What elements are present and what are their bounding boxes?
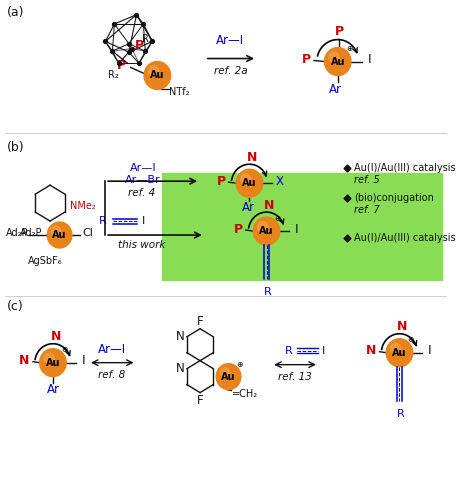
Circle shape xyxy=(386,339,413,367)
Text: I: I xyxy=(321,346,325,356)
Text: ref. 8: ref. 8 xyxy=(98,370,126,380)
Text: ⊕: ⊕ xyxy=(346,44,352,53)
Text: Au(I)/Au(III) catalysis: Au(I)/Au(III) catalysis xyxy=(354,163,456,173)
Text: Au: Au xyxy=(259,226,274,236)
Text: P: P xyxy=(234,222,243,236)
Text: ref. 13: ref. 13 xyxy=(278,372,312,382)
Text: N: N xyxy=(51,330,61,343)
Text: Ad₂P: Ad₂P xyxy=(20,228,42,238)
Circle shape xyxy=(47,222,72,248)
Text: R₂: R₂ xyxy=(108,70,119,80)
Text: (c): (c) xyxy=(6,300,23,313)
Text: Ad₂P: Ad₂P xyxy=(6,228,29,238)
Text: this work: this work xyxy=(118,240,165,250)
Text: R: R xyxy=(397,409,404,419)
Text: I: I xyxy=(82,354,85,367)
Text: (bio)conjugation: (bio)conjugation xyxy=(354,193,434,203)
Text: Ar—Br: Ar—Br xyxy=(125,175,161,185)
Text: Cl: Cl xyxy=(82,228,93,238)
Circle shape xyxy=(51,226,61,236)
Text: Au: Au xyxy=(392,348,407,358)
Text: =CH₂: =CH₂ xyxy=(232,388,258,398)
Text: P: P xyxy=(302,53,311,66)
Text: P: P xyxy=(217,175,226,188)
Circle shape xyxy=(329,52,339,63)
Text: Ar: Ar xyxy=(329,83,342,96)
Text: P: P xyxy=(335,25,344,38)
Text: Ar—I: Ar—I xyxy=(217,34,245,46)
Circle shape xyxy=(236,169,263,197)
Circle shape xyxy=(148,66,159,76)
Text: F: F xyxy=(197,394,203,407)
Text: ref. 5: ref. 5 xyxy=(354,175,380,185)
Text: R: R xyxy=(264,287,271,297)
Text: R: R xyxy=(99,216,107,226)
Text: P: P xyxy=(135,38,144,52)
Text: Au: Au xyxy=(52,230,67,240)
Text: Au(I)/Au(III) catalysis: Au(I)/Au(III) catalysis xyxy=(354,233,456,243)
Text: (a): (a) xyxy=(6,6,24,19)
Text: R₂: R₂ xyxy=(142,34,153,44)
Text: ⊕: ⊕ xyxy=(408,335,414,344)
Text: N: N xyxy=(366,344,376,357)
Text: R: R xyxy=(285,346,293,356)
Circle shape xyxy=(253,217,280,245)
Text: Ar: Ar xyxy=(46,383,59,396)
Circle shape xyxy=(241,174,251,184)
Text: ref. 2a: ref. 2a xyxy=(214,67,247,76)
Text: I: I xyxy=(428,344,432,357)
Text: N: N xyxy=(176,330,185,343)
Circle shape xyxy=(144,62,171,89)
Text: F: F xyxy=(197,316,203,328)
Text: Au: Au xyxy=(242,178,257,188)
Text: NMe₂: NMe₂ xyxy=(70,201,95,211)
Text: I: I xyxy=(368,53,372,66)
Text: NTf₂: NTf₂ xyxy=(169,87,189,98)
Text: Au: Au xyxy=(150,70,164,80)
Text: Ar—I: Ar—I xyxy=(130,163,156,173)
Circle shape xyxy=(216,364,241,389)
Text: N: N xyxy=(397,320,408,333)
Text: AgSbF₆: AgSbF₆ xyxy=(28,256,63,266)
Text: X: X xyxy=(276,175,284,188)
Circle shape xyxy=(391,343,401,354)
Text: ⊕: ⊕ xyxy=(275,213,281,222)
Text: Au: Au xyxy=(46,358,60,368)
Text: I: I xyxy=(142,216,146,226)
Circle shape xyxy=(220,368,230,378)
Text: Ar: Ar xyxy=(242,201,255,213)
Text: ⊕: ⊕ xyxy=(236,360,242,369)
Circle shape xyxy=(44,353,54,364)
Text: Au: Au xyxy=(330,57,345,67)
Text: I: I xyxy=(295,222,299,236)
Text: (b): (b) xyxy=(6,141,24,154)
Text: ref. 7: ref. 7 xyxy=(354,205,380,215)
Text: Au: Au xyxy=(221,372,236,382)
Text: N: N xyxy=(176,362,185,375)
Text: N: N xyxy=(19,354,29,367)
FancyBboxPatch shape xyxy=(162,173,442,280)
Circle shape xyxy=(325,47,351,75)
Circle shape xyxy=(258,221,268,232)
Text: N: N xyxy=(264,199,274,211)
Text: ⊕: ⊕ xyxy=(61,345,67,354)
Text: Ar—I: Ar—I xyxy=(98,343,126,356)
Text: N: N xyxy=(247,151,257,164)
Text: ref. 4: ref. 4 xyxy=(128,188,155,198)
Text: P: P xyxy=(117,59,126,72)
Circle shape xyxy=(40,349,66,377)
